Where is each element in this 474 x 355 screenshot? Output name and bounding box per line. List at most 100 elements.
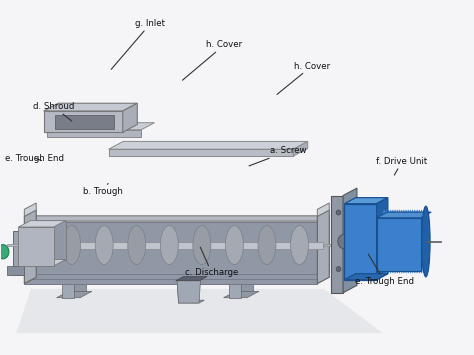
Ellipse shape bbox=[392, 210, 398, 273]
Ellipse shape bbox=[258, 225, 276, 264]
Polygon shape bbox=[55, 115, 114, 129]
Polygon shape bbox=[345, 198, 388, 204]
Polygon shape bbox=[24, 203, 36, 217]
Polygon shape bbox=[177, 277, 184, 303]
Polygon shape bbox=[323, 244, 358, 246]
Ellipse shape bbox=[226, 225, 243, 264]
Polygon shape bbox=[63, 284, 74, 298]
Ellipse shape bbox=[412, 210, 418, 273]
Ellipse shape bbox=[132, 226, 141, 266]
Polygon shape bbox=[177, 280, 201, 303]
Polygon shape bbox=[176, 277, 207, 281]
Text: g. Inlet: g. Inlet bbox=[111, 19, 165, 69]
Ellipse shape bbox=[100, 226, 109, 266]
Polygon shape bbox=[24, 277, 329, 284]
Ellipse shape bbox=[397, 210, 402, 273]
Polygon shape bbox=[345, 274, 388, 280]
Polygon shape bbox=[241, 277, 253, 291]
Polygon shape bbox=[44, 111, 123, 132]
Ellipse shape bbox=[381, 210, 387, 273]
Polygon shape bbox=[179, 300, 204, 303]
Ellipse shape bbox=[421, 210, 427, 273]
Polygon shape bbox=[74, 277, 86, 291]
Ellipse shape bbox=[390, 210, 396, 273]
Polygon shape bbox=[24, 222, 318, 284]
Text: h. Cover: h. Cover bbox=[277, 62, 330, 94]
Ellipse shape bbox=[423, 210, 428, 273]
Polygon shape bbox=[36, 215, 329, 277]
Ellipse shape bbox=[383, 210, 389, 273]
Polygon shape bbox=[16, 289, 383, 333]
Ellipse shape bbox=[63, 225, 81, 264]
Polygon shape bbox=[377, 218, 420, 271]
Text: e. Trough End: e. Trough End bbox=[5, 154, 64, 163]
Polygon shape bbox=[13, 230, 24, 275]
Polygon shape bbox=[18, 260, 65, 266]
Ellipse shape bbox=[419, 210, 424, 273]
Ellipse shape bbox=[230, 226, 239, 266]
Ellipse shape bbox=[421, 206, 430, 277]
Ellipse shape bbox=[193, 225, 211, 264]
Polygon shape bbox=[56, 291, 92, 298]
Polygon shape bbox=[293, 141, 308, 156]
Polygon shape bbox=[109, 141, 308, 149]
Polygon shape bbox=[47, 123, 155, 130]
Ellipse shape bbox=[197, 226, 206, 266]
Ellipse shape bbox=[95, 225, 113, 264]
Ellipse shape bbox=[336, 267, 341, 272]
Ellipse shape bbox=[128, 225, 146, 264]
Polygon shape bbox=[26, 274, 328, 279]
Polygon shape bbox=[24, 210, 36, 284]
Ellipse shape bbox=[403, 210, 409, 273]
Text: a. Screw: a. Screw bbox=[249, 147, 307, 166]
Polygon shape bbox=[109, 149, 293, 156]
Ellipse shape bbox=[417, 210, 422, 273]
Polygon shape bbox=[377, 198, 388, 280]
Polygon shape bbox=[18, 221, 65, 227]
Polygon shape bbox=[123, 103, 137, 132]
Polygon shape bbox=[30, 221, 65, 260]
Ellipse shape bbox=[0, 245, 9, 259]
Polygon shape bbox=[345, 204, 377, 280]
Polygon shape bbox=[229, 284, 241, 298]
Ellipse shape bbox=[35, 226, 44, 266]
Ellipse shape bbox=[295, 226, 304, 266]
Ellipse shape bbox=[388, 210, 393, 273]
Polygon shape bbox=[343, 188, 357, 293]
Polygon shape bbox=[224, 291, 259, 298]
Ellipse shape bbox=[386, 210, 392, 273]
Ellipse shape bbox=[338, 234, 350, 248]
Polygon shape bbox=[24, 220, 320, 222]
Ellipse shape bbox=[394, 210, 400, 273]
Text: f. Drive Unit: f. Drive Unit bbox=[376, 157, 428, 175]
Polygon shape bbox=[47, 130, 141, 137]
Polygon shape bbox=[34, 215, 329, 217]
Text: d. Shroud: d. Shroud bbox=[33, 102, 74, 121]
Polygon shape bbox=[30, 241, 323, 248]
Ellipse shape bbox=[356, 240, 366, 250]
Ellipse shape bbox=[336, 210, 341, 215]
Ellipse shape bbox=[67, 226, 76, 266]
Polygon shape bbox=[318, 210, 329, 284]
Polygon shape bbox=[18, 227, 54, 266]
Ellipse shape bbox=[263, 226, 272, 266]
Ellipse shape bbox=[160, 225, 178, 264]
Polygon shape bbox=[318, 203, 329, 217]
Ellipse shape bbox=[291, 225, 309, 264]
Text: h. Cover: h. Cover bbox=[182, 40, 242, 80]
Ellipse shape bbox=[30, 225, 48, 264]
Polygon shape bbox=[377, 212, 431, 218]
Ellipse shape bbox=[410, 210, 416, 273]
Ellipse shape bbox=[408, 210, 413, 273]
Text: b. Trough: b. Trough bbox=[83, 184, 123, 196]
Ellipse shape bbox=[399, 210, 404, 273]
Ellipse shape bbox=[405, 210, 411, 273]
Polygon shape bbox=[44, 103, 137, 111]
Polygon shape bbox=[426, 241, 440, 242]
Ellipse shape bbox=[346, 261, 351, 266]
Polygon shape bbox=[7, 244, 30, 246]
Ellipse shape bbox=[414, 210, 420, 273]
Ellipse shape bbox=[165, 226, 174, 266]
Text: e. Trough End: e. Trough End bbox=[355, 254, 414, 286]
Ellipse shape bbox=[346, 205, 351, 210]
